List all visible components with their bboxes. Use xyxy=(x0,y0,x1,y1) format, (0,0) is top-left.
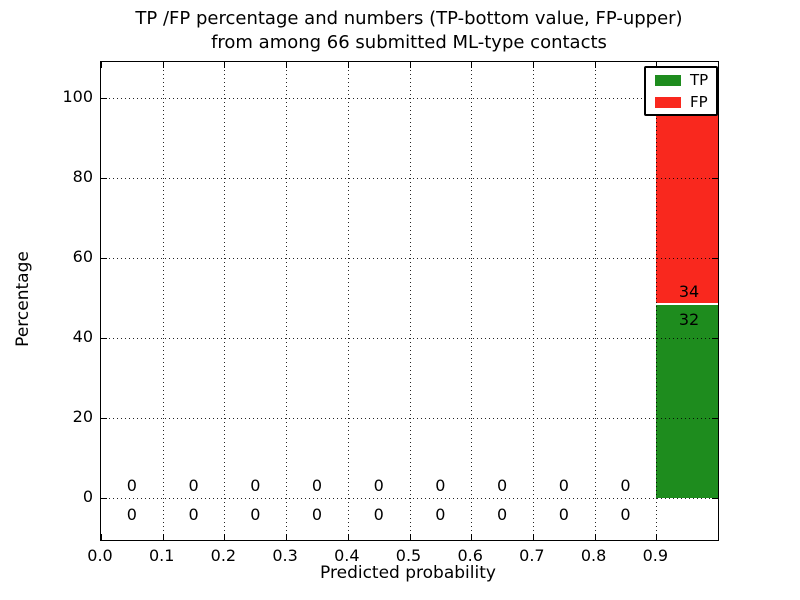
gridline-x-04 xyxy=(347,62,349,540)
fp-count-label: 0 xyxy=(620,476,631,495)
tp-count-label: 0 xyxy=(250,505,261,524)
x-tick-mark-top xyxy=(409,62,411,68)
y-tick-label-0: 0 xyxy=(82,487,93,506)
legend-label-fp: FP xyxy=(690,92,708,111)
x-tick-label-00: 0.0 xyxy=(87,546,113,565)
fp-count-label: 0 xyxy=(126,476,137,495)
tp-count-label: 0 xyxy=(126,505,137,524)
x-tick-label-08: 0.8 xyxy=(580,546,607,565)
y-tick-mark-right xyxy=(712,338,718,339)
x-tick-mark xyxy=(471,534,473,540)
chart-title-line1: TP /FP percentage and numbers (TP-bottom… xyxy=(135,8,683,29)
fp-bar-segment xyxy=(656,98,718,303)
y-tick-mark-right xyxy=(712,178,718,179)
y-tick-mark xyxy=(101,498,107,499)
fp-count-label: 0 xyxy=(311,476,323,495)
gridline-x-03 xyxy=(286,62,288,540)
x-tick-mark-top xyxy=(286,62,288,68)
x-tick-mark xyxy=(409,534,411,540)
legend-row-tp: TP xyxy=(655,70,709,89)
y-tick-mark-right xyxy=(712,418,718,419)
fp-count-label: 0 xyxy=(497,476,508,495)
x-tick-mark-top xyxy=(101,62,102,68)
tp-count-label: 0 xyxy=(311,505,323,524)
x-tick-label-04: 0.4 xyxy=(334,546,360,565)
tp-count-label: 0 xyxy=(188,505,199,524)
y-tick-mark-right xyxy=(712,258,718,259)
tp-bar-count-label: 32 xyxy=(678,310,700,329)
y-tick-label-60: 60 xyxy=(72,247,93,266)
tp-swatch-icon xyxy=(655,74,681,86)
y-tick-mark xyxy=(101,418,107,419)
x-tick-label-06: 0.6 xyxy=(457,546,483,565)
x-tick-mark xyxy=(656,534,658,540)
x-tick-mark xyxy=(162,534,164,540)
fp-count-label: 0 xyxy=(558,476,569,495)
chart-title: TP /FP percentage and numbers (TP-bottom… xyxy=(100,7,718,55)
x-tick-label-09: 0.9 xyxy=(642,546,669,565)
tp-count-label: 0 xyxy=(435,505,446,524)
x-tick-mark-top xyxy=(471,62,473,68)
x-tick-mark xyxy=(347,534,349,540)
gridline-x-02 xyxy=(224,62,226,540)
legend-row-fp: FP xyxy=(655,92,708,111)
y-tick-label-100: 100 xyxy=(62,87,93,106)
fp-swatch-icon xyxy=(655,96,681,108)
tp-count-label: 0 xyxy=(373,505,384,524)
x-tick-mark-top xyxy=(532,62,534,68)
gridline-x-09 xyxy=(656,62,658,540)
x-tick-mark xyxy=(594,534,596,540)
legend-label-tp: TP xyxy=(690,70,709,89)
x-tick-mark-top xyxy=(656,62,658,68)
y-tick-mark xyxy=(101,338,107,339)
legend: TP FP xyxy=(644,66,718,116)
x-tick-mark-top xyxy=(594,62,596,68)
tp-count-label: 0 xyxy=(558,505,569,524)
fp-count-label: 0 xyxy=(250,476,261,495)
gridline-x-06 xyxy=(471,62,473,540)
x-tick-mark-top xyxy=(224,62,226,68)
fp-count-label: 0 xyxy=(373,476,384,495)
x-tick-label-05: 0.5 xyxy=(395,546,422,565)
tp-count-label: 0 xyxy=(620,505,631,524)
y-axis-title: Percentage xyxy=(13,251,33,347)
x-tick-mark xyxy=(532,534,534,540)
x-tick-mark xyxy=(101,534,102,540)
chart-title-line2: from among 66 submitted ML-type contacts xyxy=(211,32,607,53)
y-tick-label-40: 40 xyxy=(72,327,93,346)
x-tick-mark xyxy=(224,534,226,540)
gridline-x-07 xyxy=(532,62,534,540)
gridline-x-08 xyxy=(594,62,596,540)
y-tick-mark xyxy=(101,98,107,99)
gridline-x-05 xyxy=(409,62,411,540)
tp-count-label: 0 xyxy=(497,505,508,524)
x-tick-mark-top xyxy=(162,62,164,68)
plot-area: 0 0 0 0 0 0 0 0 0 0 0 0 0 0 0 0 0 0 34 3… xyxy=(100,61,719,541)
y-tick-mark xyxy=(101,178,107,179)
y-tick-label-20: 20 xyxy=(72,407,93,426)
x-tick-label-01: 0.1 xyxy=(148,546,175,565)
fp-count-label: 0 xyxy=(435,476,446,495)
x-tick-label-03: 0.3 xyxy=(272,546,298,565)
tp-bar-segment xyxy=(656,305,718,498)
x-tick-mark-top xyxy=(347,62,349,68)
x-tick-label-07: 0.7 xyxy=(519,546,545,565)
gridline-x-01 xyxy=(162,62,164,540)
y-tick-mark-right xyxy=(712,498,718,499)
x-axis-title: Predicted probability xyxy=(320,563,496,583)
x-tick-mark xyxy=(286,534,288,540)
y-tick-mark xyxy=(101,258,107,259)
fp-count-label: 0 xyxy=(188,476,199,495)
fp-bar-count-label: 34 xyxy=(678,282,700,301)
y-tick-label-80: 80 xyxy=(72,167,93,186)
x-tick-label-02: 0.2 xyxy=(210,546,237,565)
